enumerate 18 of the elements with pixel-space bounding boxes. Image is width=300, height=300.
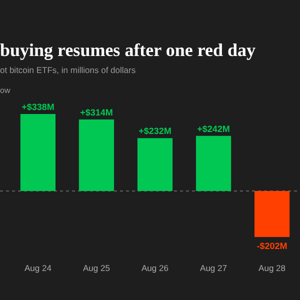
chart-subtitle: ot bitcoin ETFs, in millions of dollars bbox=[0, 65, 136, 75]
data-label: +$314M bbox=[80, 107, 113, 118]
x-tick-label: Aug 28 bbox=[258, 263, 286, 273]
text: ow bbox=[0, 86, 10, 95]
bar bbox=[137, 138, 173, 191]
data-label: +$232M bbox=[138, 126, 172, 136]
x-tick-label: Aug 27 bbox=[200, 263, 228, 273]
data-label: +$242M bbox=[197, 124, 230, 134]
bar bbox=[20, 114, 56, 191]
bar bbox=[254, 191, 290, 238]
bar bbox=[196, 136, 232, 191]
chart-title: buying resumes after one red day bbox=[0, 40, 256, 60]
x-tick-label: Aug 25 bbox=[83, 263, 110, 273]
bar bbox=[78, 119, 114, 191]
data-label: -$202M bbox=[256, 241, 288, 252]
data-label: +$338M bbox=[22, 102, 54, 112]
x-tick-label: Aug 24 bbox=[24, 263, 52, 273]
x-tick-label: Aug 26 bbox=[142, 263, 169, 273]
